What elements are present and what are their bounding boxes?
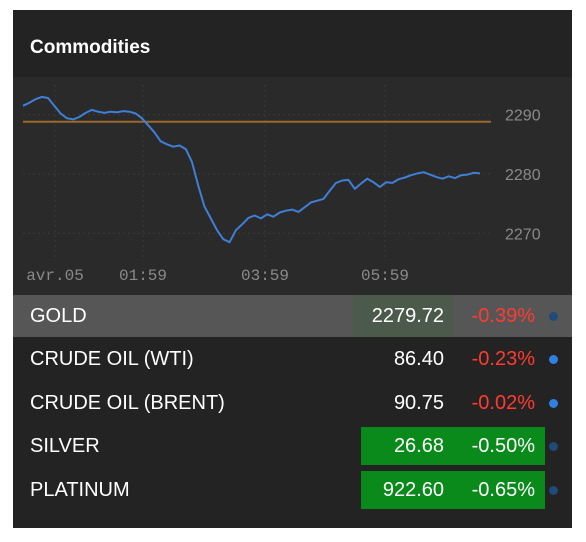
commodity-name: CRUDE OIL (BRENT) bbox=[30, 392, 225, 414]
x-tick-label: 01:59 bbox=[119, 267, 167, 285]
x-tick-label: avr.05 bbox=[26, 267, 84, 285]
commodity-price: 922.60 bbox=[382, 479, 444, 501]
y-tick-label: 2270 bbox=[505, 226, 541, 243]
change-highlight bbox=[361, 471, 545, 509]
commodity-row-brent[interactable]: CRUDE OIL (BRENT) 90.75 -0.02% bbox=[13, 382, 572, 424]
price-line bbox=[22, 95, 481, 244]
commodity-change: -0.65% bbox=[471, 479, 535, 501]
widget-header: Commodities bbox=[13, 10, 572, 77]
commodities-widget: Commodities 2290 2280 2270 avr.05 01:59 03:59… bbox=[13, 10, 572, 528]
status-dot-icon bbox=[549, 399, 558, 408]
commodity-price: 26.68 bbox=[393, 435, 444, 457]
commodity-change: -0.02% bbox=[471, 392, 535, 414]
commodity-row-silver[interactable]: SILVER 26.68 -0.50% bbox=[13, 425, 572, 467]
price-highlight bbox=[353, 295, 453, 337]
status-dot-icon bbox=[549, 355, 558, 364]
price-chart[interactable]: 2290 2280 2270 avr.05 01:59 03:59 05:59 bbox=[13, 77, 572, 295]
commodity-price: 86.40 bbox=[393, 348, 444, 370]
commodity-name: CRUDE OIL (WTI) bbox=[30, 348, 194, 370]
y-tick-label: 2290 bbox=[505, 108, 541, 125]
commodity-row-wti[interactable]: CRUDE OIL (WTI) 86.40 -0.23% bbox=[13, 338, 572, 380]
status-dot-icon bbox=[549, 486, 558, 495]
commodity-price: 2279.72 bbox=[371, 305, 444, 327]
commodity-name: GOLD bbox=[30, 305, 87, 327]
x-tick-label: 05:59 bbox=[361, 267, 409, 285]
commodity-name: PLATINUM bbox=[30, 479, 130, 501]
status-dot-icon bbox=[549, 312, 558, 321]
commodity-change: -0.39% bbox=[471, 305, 535, 327]
commodity-row-platinum[interactable]: PLATINUM 922.60 -0.65% bbox=[13, 469, 572, 511]
status-dot-icon bbox=[549, 442, 558, 451]
commodity-change: -0.23% bbox=[471, 348, 535, 370]
commodity-row-gold[interactable]: GOLD 2279.72 -0.39% bbox=[13, 295, 572, 337]
change-highlight bbox=[361, 427, 545, 465]
commodity-name: SILVER bbox=[30, 435, 100, 457]
y-tick-label: 2280 bbox=[505, 167, 541, 184]
commodity-price: 90.75 bbox=[393, 392, 444, 414]
commodity-change: -0.50% bbox=[471, 435, 535, 457]
chart-svg: 2290 2280 2270 avr.05 01:59 03:59 05:59 bbox=[22, 85, 541, 285]
widget-title: Commodities bbox=[30, 37, 151, 58]
x-tick-label: 03:59 bbox=[241, 267, 289, 285]
